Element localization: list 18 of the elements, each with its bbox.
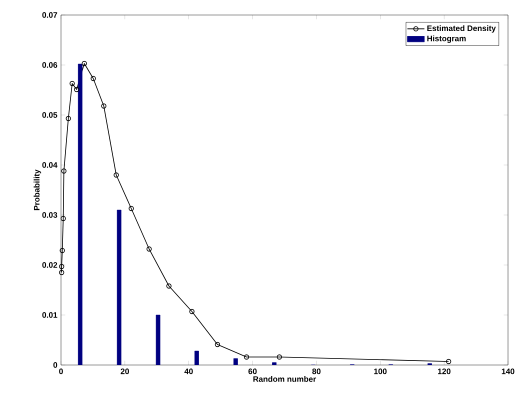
point [66,116,71,122]
point [74,86,80,92]
point [189,308,195,314]
point [60,216,66,222]
point [101,103,106,109]
point [166,283,172,289]
point [61,168,66,174]
point [146,246,152,252]
point [70,80,75,86]
point [114,172,119,178]
point [82,60,87,66]
point [244,354,250,360]
point [90,76,96,82]
point [59,264,64,270]
point [276,354,282,360]
point [60,248,65,254]
point [128,206,134,212]
point [214,342,220,348]
